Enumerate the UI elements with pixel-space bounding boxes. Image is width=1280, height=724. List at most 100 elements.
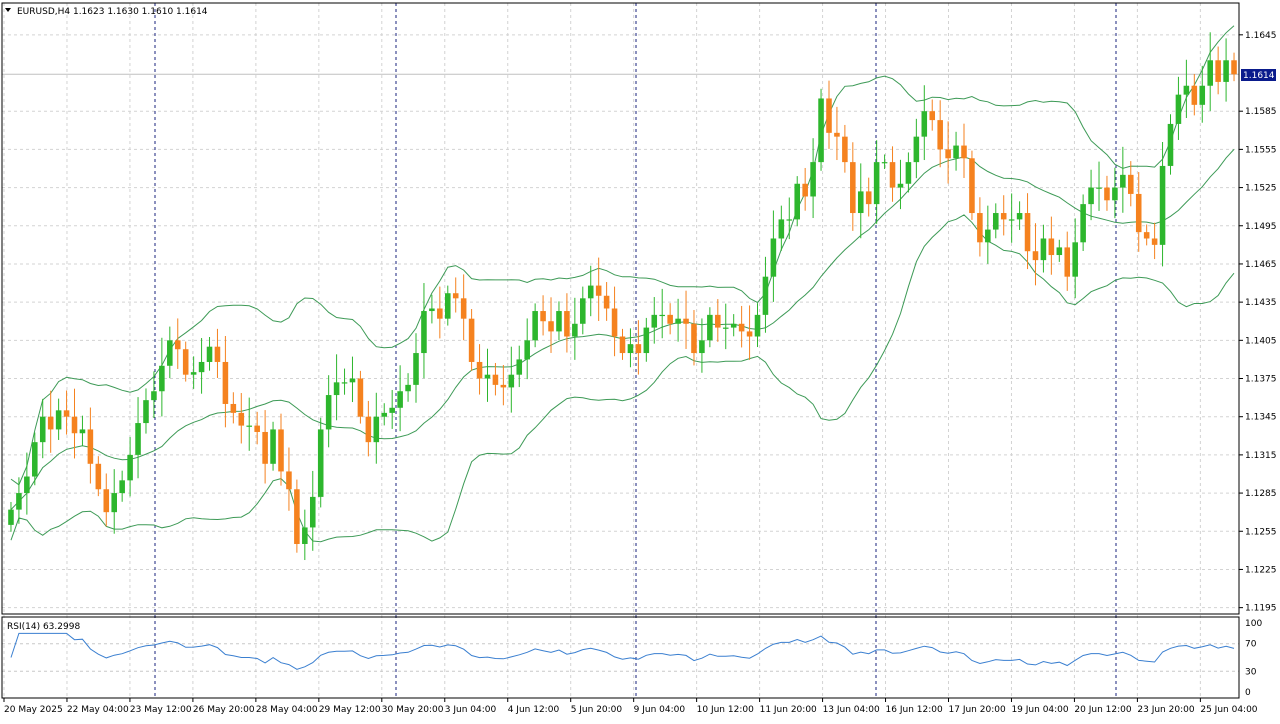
candle[interactable] bbox=[1104, 187, 1110, 201]
candle[interactable] bbox=[405, 384, 411, 392]
candle[interactable] bbox=[572, 323, 578, 337]
candle[interactable] bbox=[413, 353, 419, 385]
candle[interactable] bbox=[198, 361, 205, 373]
candle[interactable] bbox=[1016, 213, 1023, 220]
candle[interactable] bbox=[246, 425, 253, 427]
candle[interactable] bbox=[349, 378, 356, 383]
candle[interactable] bbox=[421, 311, 427, 354]
candle[interactable] bbox=[8, 509, 14, 525]
candle[interactable] bbox=[722, 327, 729, 329]
candle[interactable] bbox=[516, 359, 523, 375]
candle[interactable] bbox=[738, 323, 745, 332]
candle[interactable] bbox=[587, 285, 594, 299]
candle[interactable] bbox=[444, 293, 451, 319]
candle[interactable] bbox=[127, 454, 133, 481]
candle[interactable] bbox=[71, 416, 78, 434]
triangle-down-icon[interactable] bbox=[5, 8, 11, 12]
candle[interactable] bbox=[309, 496, 316, 528]
candle[interactable] bbox=[667, 314, 673, 324]
candle[interactable] bbox=[1135, 193, 1142, 233]
candle[interactable] bbox=[317, 429, 324, 497]
candle[interactable] bbox=[294, 489, 300, 544]
candle[interactable] bbox=[1008, 219, 1015, 221]
candle[interactable] bbox=[103, 489, 110, 513]
candle[interactable] bbox=[238, 412, 245, 426]
candle[interactable] bbox=[397, 391, 403, 408]
candle[interactable] bbox=[1215, 60, 1221, 82]
candle[interactable] bbox=[778, 219, 785, 239]
candle[interactable] bbox=[39, 416, 46, 443]
candle[interactable] bbox=[190, 372, 197, 375]
candle[interactable] bbox=[937, 120, 943, 150]
candle[interactable] bbox=[905, 162, 912, 184]
candle[interactable] bbox=[627, 344, 634, 354]
candle[interactable] bbox=[1207, 60, 1213, 86]
candle[interactable] bbox=[135, 423, 141, 455]
candle[interactable] bbox=[47, 416, 54, 430]
candle[interactable] bbox=[341, 382, 348, 384]
candle[interactable] bbox=[913, 136, 920, 163]
candle[interactable] bbox=[850, 162, 856, 214]
candle[interactable] bbox=[564, 311, 570, 337]
candle[interactable] bbox=[1120, 174, 1126, 188]
candle[interactable] bbox=[222, 361, 229, 404]
candle[interactable] bbox=[468, 318, 475, 362]
candle[interactable] bbox=[953, 145, 959, 159]
candle[interactable] bbox=[1040, 238, 1047, 261]
candle[interactable] bbox=[1128, 174, 1134, 194]
candle[interactable] bbox=[802, 183, 808, 197]
candle[interactable] bbox=[1048, 238, 1055, 256]
candle[interactable] bbox=[151, 391, 157, 401]
candle[interactable] bbox=[659, 314, 665, 317]
candle[interactable] bbox=[754, 314, 761, 337]
candle[interactable] bbox=[857, 191, 864, 214]
candle[interactable] bbox=[87, 429, 94, 464]
candle[interactable] bbox=[484, 374, 491, 379]
candle[interactable] bbox=[460, 298, 467, 319]
candle[interactable] bbox=[333, 382, 340, 396]
candle[interactable] bbox=[818, 98, 824, 163]
candle[interactable] bbox=[111, 493, 117, 513]
candle[interactable] bbox=[1056, 247, 1063, 256]
candle[interactable] bbox=[1199, 85, 1206, 105]
candle[interactable] bbox=[691, 323, 697, 354]
candle[interactable] bbox=[786, 219, 793, 221]
candle[interactable] bbox=[977, 213, 983, 243]
candle[interactable] bbox=[1191, 85, 1198, 105]
candle[interactable] bbox=[532, 311, 538, 341]
candle[interactable] bbox=[174, 340, 181, 350]
candle[interactable] bbox=[921, 111, 928, 137]
candle[interactable] bbox=[79, 429, 86, 434]
candle[interactable] bbox=[945, 149, 951, 159]
candle[interactable] bbox=[302, 527, 308, 544]
candle[interactable] bbox=[1183, 85, 1190, 95]
candle[interactable] bbox=[143, 400, 149, 424]
candle[interactable] bbox=[873, 162, 880, 205]
candle[interactable] bbox=[95, 463, 102, 490]
candle[interactable] bbox=[429, 308, 435, 312]
candle[interactable] bbox=[167, 340, 173, 366]
candle[interactable] bbox=[794, 183, 801, 220]
candle[interactable] bbox=[1159, 165, 1166, 245]
candle[interactable] bbox=[262, 431, 268, 464]
candle[interactable] bbox=[540, 311, 546, 322]
candles[interactable] bbox=[8, 32, 1237, 561]
candle[interactable] bbox=[230, 403, 237, 413]
candle[interactable] bbox=[603, 295, 610, 309]
candle[interactable] bbox=[476, 361, 483, 379]
candle[interactable] bbox=[1112, 187, 1118, 201]
candle[interactable] bbox=[55, 410, 62, 430]
candle[interactable] bbox=[730, 323, 737, 328]
candle[interactable] bbox=[675, 318, 681, 324]
candle[interactable] bbox=[826, 98, 832, 133]
candle[interactable] bbox=[437, 308, 443, 319]
candle[interactable] bbox=[1231, 60, 1237, 75]
candle[interactable] bbox=[270, 429, 276, 464]
candle[interactable] bbox=[1064, 247, 1071, 277]
candle[interactable] bbox=[524, 340, 530, 360]
candle[interactable] bbox=[508, 374, 515, 388]
candle[interactable] bbox=[500, 384, 507, 388]
candle[interactable] bbox=[707, 314, 713, 341]
